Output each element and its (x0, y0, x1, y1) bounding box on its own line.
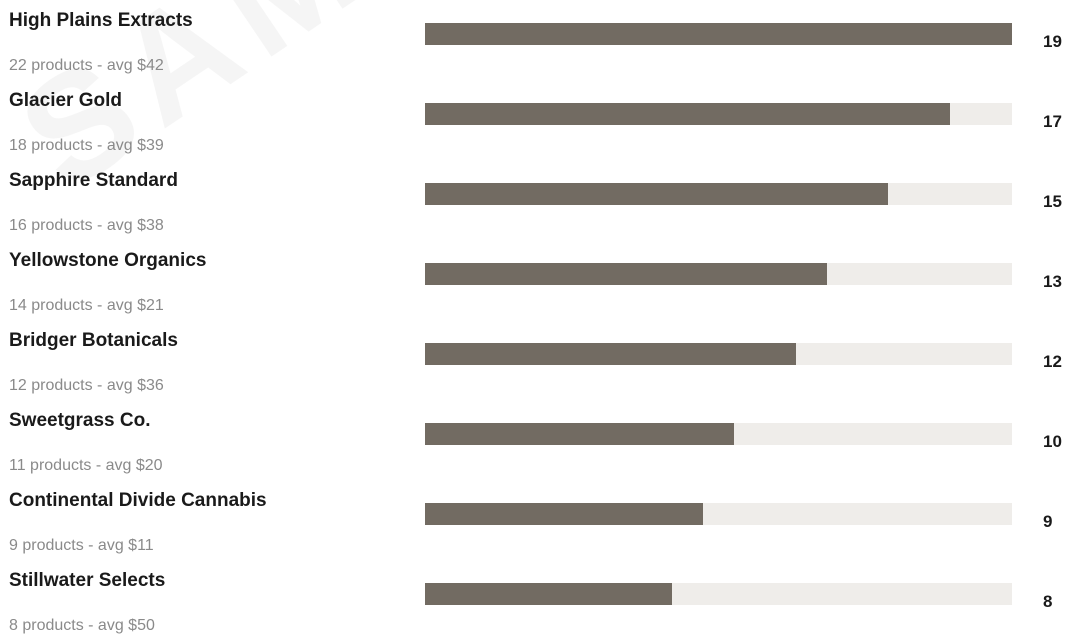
bar-value-label: 15 (1043, 192, 1062, 211)
bar-value-label: 19 (1043, 32, 1062, 51)
brand-meta-label: 8 products - avg $50 (9, 617, 155, 634)
bar-value-label: 10 (1043, 432, 1062, 451)
chart-row: High Plains Extracts 22 products - avg $4… (0, 0, 1074, 80)
bar-value-label: 17 (1043, 112, 1062, 131)
bar-fill (425, 23, 1012, 45)
bar-fill (425, 183, 889, 205)
bar-value-label: 9 (1043, 512, 1053, 531)
bar-value-label: 12 (1043, 352, 1062, 371)
bar-fill (425, 583, 673, 605)
bar-value-label: 8 (1043, 592, 1053, 611)
bar-track (425, 183, 1012, 205)
bar-fill (425, 423, 734, 445)
brand-meta-label: 11 products - avg $20 (9, 457, 163, 474)
bar-fill (425, 103, 951, 125)
brand-meta-label: 12 products - avg $36 (9, 377, 164, 394)
bar-value-label: 13 (1043, 272, 1062, 291)
brand-meta-label: 22 products - avg $42 (9, 57, 164, 74)
brand-name-label: High Plains Extracts (9, 10, 193, 31)
chart-row: Stillwater Selects 8 products - avg $50 8 (0, 560, 1074, 640)
brand-name-label: Glacier Gold (9, 90, 122, 111)
bar-track (425, 263, 1012, 285)
bar-track (425, 103, 1012, 125)
bar-track (425, 583, 1012, 605)
chart-row: Bridger Botanicals 12 products - avg $36 1… (0, 320, 1074, 400)
chart-row: Continental Divide Cannabis 9 products - … (0, 480, 1074, 560)
bar-track (425, 423, 1012, 445)
chart-row: Sweetgrass Co. 11 products - avg $20 10 (0, 400, 1074, 480)
brand-name-label: Sweetgrass Co. (9, 410, 151, 431)
bar-track (425, 23, 1012, 45)
brand-name-label: Stillwater Selects (9, 570, 166, 591)
brand-meta-label: 18 products - avg $39 (9, 137, 164, 154)
brand-name-label: Sapphire Standard (9, 170, 178, 191)
chart-row: Yellowstone Organics 14 products - avg $2… (0, 240, 1074, 320)
chart-row: Glacier Gold 18 products - avg $39 17 (0, 80, 1074, 160)
bar-fill (425, 503, 704, 525)
brand-meta-label: 9 products - avg $11 (9, 537, 154, 554)
bar-fill (425, 263, 827, 285)
bar-track (425, 503, 1012, 525)
brand-meta-label: 14 products - avg $21 (9, 297, 164, 314)
brand-name-label: Continental Divide Cannabis (9, 490, 267, 511)
bar-fill (425, 343, 796, 365)
brand-name-label: Yellowstone Organics (9, 250, 207, 271)
brand-meta-label: 16 products - avg $38 (9, 217, 164, 234)
brand-name-label: Bridger Botanicals (9, 330, 178, 351)
bar-track (425, 343, 1012, 365)
chart-row: Sapphire Standard 16 products - avg $38 15 (0, 160, 1074, 240)
